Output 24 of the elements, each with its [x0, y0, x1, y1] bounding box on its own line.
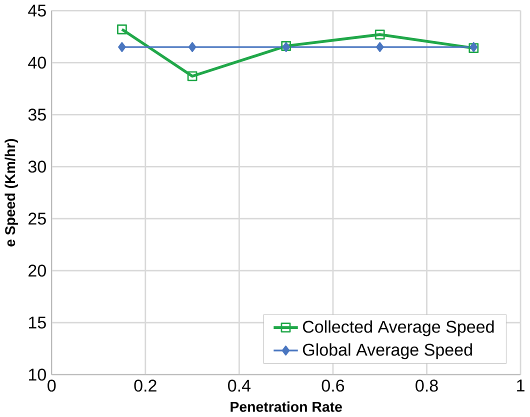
y-tick-label: 15 [28, 316, 46, 329]
x-tick-label: 0.6 [322, 380, 344, 392]
y-tick-label: 35 [28, 108, 46, 121]
legend-label: Collected Average Speed [302, 320, 494, 336]
x-tick-label: 0.8 [416, 380, 438, 392]
point [374, 30, 385, 40]
y-tick-label: 30 [28, 160, 46, 173]
point [117, 24, 127, 35]
legend-label: Global Average Speed [302, 344, 472, 360]
y-tick-label: 45 [28, 4, 46, 17]
x-tick-label: 0.2 [134, 380, 156, 392]
point [376, 42, 384, 52]
x-axis-title: Penetration Rate [230, 402, 342, 412]
x-tick-label: 1 [517, 380, 524, 392]
point [188, 42, 196, 52]
x-tick-label: 0 [48, 380, 56, 392]
y-tick-label: 10 [28, 368, 46, 381]
y-tick-label: 20 [28, 264, 46, 277]
y-axis-title: e Speed (Km/hr) [4, 139, 18, 247]
point [118, 42, 126, 52]
y-tick-label: 40 [28, 56, 46, 69]
point [187, 71, 198, 82]
y-tick-label: 25 [28, 212, 46, 225]
x-tick-label: 0.4 [228, 380, 251, 392]
